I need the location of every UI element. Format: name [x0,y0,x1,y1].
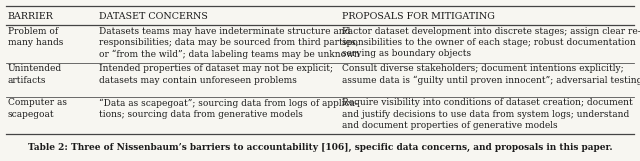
Text: Problem of
many hands: Problem of many hands [8,27,63,47]
Text: Datasets teams may have indeterminate structure and
responsibilities; data may b: Datasets teams may have indeterminate st… [99,27,360,59]
Text: Consult diverse stakeholders; document intentions explicitly;
assume data is “gu: Consult diverse stakeholders; document i… [342,64,640,85]
Text: Table 2: Three of Nissenbaum’s barriers to accountability [106], specific data c: Table 2: Three of Nissenbaum’s barriers … [28,143,612,152]
Text: Unintended
artifacts: Unintended artifacts [8,64,62,85]
Text: Factor dataset development into discrete stages; assign clear re-
sponsibilities: Factor dataset development into discrete… [342,27,640,58]
Text: Computer as
scapegoat: Computer as scapegoat [8,98,67,119]
Text: PROPOSALS FOR MITIGATING: PROPOSALS FOR MITIGATING [342,12,495,21]
Text: DATASET CONCERNS: DATASET CONCERNS [99,12,208,21]
Text: BARRIER: BARRIER [8,12,54,21]
Text: “Data as scapegoat”; sourcing data from logs of applica-
tions; sourcing data fr: “Data as scapegoat”; sourcing data from … [99,98,358,119]
Text: Require visibility into conditions of dataset creation; document
and justify dec: Require visibility into conditions of da… [342,98,633,130]
Text: Intended properties of dataset may not be explicit;
datasets may contain unfores: Intended properties of dataset may not b… [99,64,333,85]
